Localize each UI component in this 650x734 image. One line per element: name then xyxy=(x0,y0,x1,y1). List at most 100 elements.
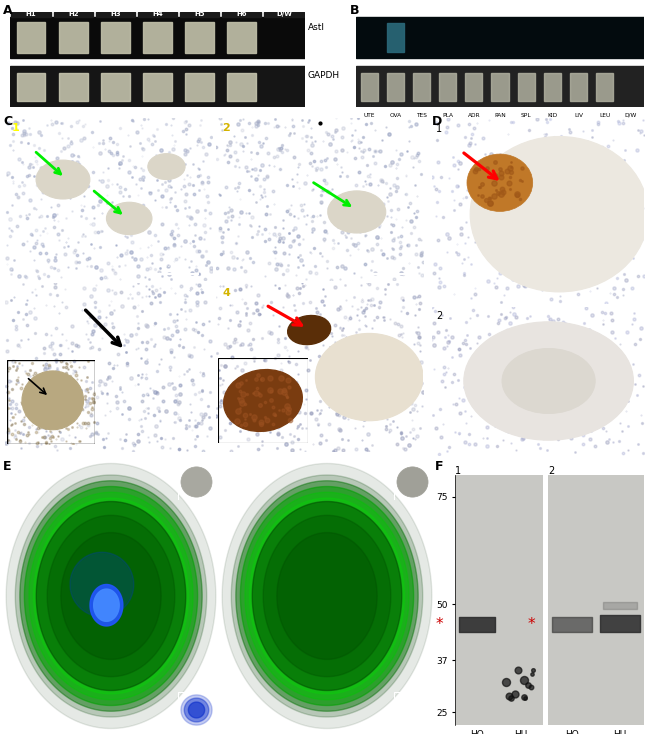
Bar xyxy=(143,73,172,101)
Polygon shape xyxy=(250,498,404,694)
Text: 50.0 μm: 50.0 μm xyxy=(371,263,392,268)
Polygon shape xyxy=(90,584,123,626)
Bar xyxy=(356,17,644,57)
Polygon shape xyxy=(25,487,198,705)
Circle shape xyxy=(467,154,533,211)
Text: A: A xyxy=(3,4,12,17)
Text: H2: H2 xyxy=(68,11,79,18)
Circle shape xyxy=(181,467,212,497)
Text: SPL: SPL xyxy=(521,113,532,117)
Polygon shape xyxy=(61,533,161,659)
Text: H5: H5 xyxy=(194,11,205,18)
Polygon shape xyxy=(263,515,391,677)
Text: *: * xyxy=(436,617,443,633)
Polygon shape xyxy=(236,481,418,711)
Text: F: F xyxy=(435,460,443,473)
Bar xyxy=(222,12,261,17)
Text: GAPDH: GAPDH xyxy=(308,70,340,79)
Text: 1: 1 xyxy=(436,123,443,134)
Polygon shape xyxy=(34,498,188,694)
Polygon shape xyxy=(20,481,202,711)
Polygon shape xyxy=(70,552,134,617)
Polygon shape xyxy=(6,463,216,729)
Polygon shape xyxy=(181,695,212,725)
Text: H3: H3 xyxy=(110,11,121,18)
Polygon shape xyxy=(94,589,119,622)
Bar xyxy=(17,23,46,53)
Bar xyxy=(570,73,587,101)
Text: LEU: LEU xyxy=(599,113,610,117)
Text: 4: 4 xyxy=(222,288,230,298)
Polygon shape xyxy=(231,475,422,717)
Ellipse shape xyxy=(107,203,152,235)
Bar xyxy=(356,66,644,107)
Polygon shape xyxy=(16,475,207,717)
Text: 3: 3 xyxy=(11,288,19,298)
Polygon shape xyxy=(188,702,205,718)
Text: Astl: Astl xyxy=(308,23,325,32)
Text: H6: H6 xyxy=(237,11,247,18)
Bar xyxy=(185,23,214,53)
Text: H4: H4 xyxy=(152,11,163,18)
Bar xyxy=(10,66,305,107)
Text: 1: 1 xyxy=(455,465,461,476)
Text: 2: 2 xyxy=(436,311,443,321)
Bar xyxy=(59,73,88,101)
Bar xyxy=(361,73,378,101)
Bar xyxy=(596,73,613,101)
Bar xyxy=(465,73,482,101)
Text: B: B xyxy=(350,4,359,17)
Bar xyxy=(544,73,561,101)
Ellipse shape xyxy=(148,153,185,180)
Bar xyxy=(138,12,177,17)
Polygon shape xyxy=(222,463,432,729)
Text: 100 μm: 100 μm xyxy=(161,263,180,268)
Text: 2: 2 xyxy=(222,123,230,133)
Text: PLA: PLA xyxy=(442,113,453,117)
Polygon shape xyxy=(245,493,409,700)
Bar xyxy=(517,73,535,101)
Circle shape xyxy=(397,467,428,497)
Text: 2: 2 xyxy=(548,465,554,476)
Circle shape xyxy=(315,333,423,421)
Circle shape xyxy=(464,321,633,440)
Ellipse shape xyxy=(328,191,385,233)
Text: OVA: OVA xyxy=(389,113,401,117)
Polygon shape xyxy=(29,493,193,700)
Bar xyxy=(59,23,88,53)
Circle shape xyxy=(22,371,84,429)
Text: PAN: PAN xyxy=(494,113,506,117)
Polygon shape xyxy=(36,501,186,691)
Bar xyxy=(53,12,93,17)
Text: KID: KID xyxy=(547,113,558,117)
Circle shape xyxy=(470,137,648,292)
Text: E: E xyxy=(3,460,12,473)
Bar xyxy=(439,73,456,101)
Text: 2: 2 xyxy=(229,473,237,483)
Bar xyxy=(227,23,256,53)
Text: 1: 1 xyxy=(11,123,19,133)
Bar xyxy=(387,73,404,101)
Text: *: * xyxy=(527,617,535,633)
Bar xyxy=(17,73,46,101)
Bar xyxy=(96,12,135,17)
Bar xyxy=(491,73,508,101)
Polygon shape xyxy=(240,487,413,705)
Text: D/W: D/W xyxy=(276,11,292,18)
Ellipse shape xyxy=(288,316,331,344)
Text: TES: TES xyxy=(416,113,427,117)
Bar xyxy=(101,73,130,101)
Polygon shape xyxy=(277,533,377,659)
Text: 1: 1 xyxy=(14,473,21,483)
Ellipse shape xyxy=(36,160,90,199)
Circle shape xyxy=(502,349,595,413)
Bar xyxy=(185,73,214,101)
Bar xyxy=(101,23,130,53)
Text: C: C xyxy=(3,115,12,128)
Bar xyxy=(387,23,404,52)
Polygon shape xyxy=(252,501,402,691)
Text: H1: H1 xyxy=(26,11,36,18)
Polygon shape xyxy=(185,698,209,722)
Bar xyxy=(10,17,305,57)
Bar xyxy=(180,12,219,17)
